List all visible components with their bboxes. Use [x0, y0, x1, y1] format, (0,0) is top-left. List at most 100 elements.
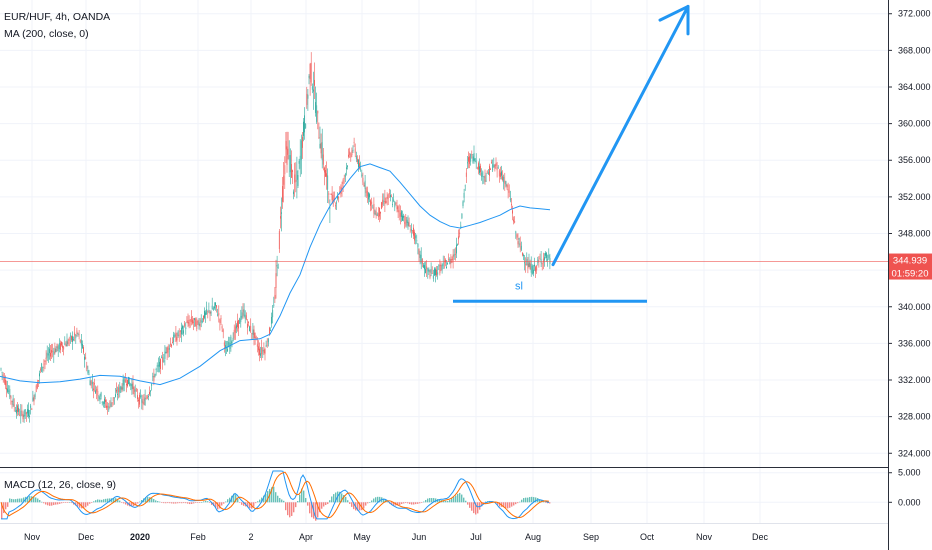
candle-body	[210, 312, 212, 314]
macd-histogram-bar	[17, 498, 19, 503]
candle-body	[154, 374, 156, 377]
candle-body	[404, 222, 406, 224]
candle-body	[465, 172, 467, 177]
price-axis[interactable]: 372.000 368.000 364.000 360.000 356.000 352.0…	[888, 9, 931, 459]
candle-body	[386, 197, 388, 199]
macd-histogram-bar	[503, 502, 505, 508]
candle-body	[344, 174, 346, 177]
candle-body	[236, 325, 237, 329]
candle-body	[288, 155, 290, 160]
macd-histogram-bar	[91, 502, 93, 503]
candle-body	[538, 260, 540, 262]
candle-body	[546, 252, 547, 258]
candle-body	[233, 329, 235, 339]
candle-body	[5, 379, 6, 386]
sl-annotation-label[interactable]: sl	[515, 280, 523, 292]
user-drawings[interactable]	[453, 4, 690, 303]
candle-body	[186, 321, 188, 323]
macd-histogram-bar	[453, 497, 455, 503]
candle-body	[533, 269, 534, 274]
macd-axis[interactable]: 5.000 0.000	[888, 468, 921, 508]
candle-body	[220, 318, 222, 320]
candle-body	[131, 383, 133, 390]
candle-body	[151, 383, 153, 386]
ma-legend[interactable]: MA (200, close, 0)	[4, 28, 89, 40]
candle-body	[451, 259, 453, 260]
macd-histogram-bar	[241, 502, 243, 505]
macd-histogram-bar	[55, 502, 57, 505]
macd-histogram-bar	[531, 496, 533, 503]
macd-histogram-bar	[329, 500, 331, 503]
macd-histogram-bar	[125, 502, 127, 505]
time-axis[interactable]: Nov Dec 2020 Feb 2 Apr May Jun Jul Aug Sep Oct Nov De…	[24, 532, 769, 542]
candle-body	[83, 347, 84, 353]
candle-body	[397, 206, 399, 212]
symbol-title[interactable]: EUR/HUF, 4h, OANDA	[4, 11, 110, 23]
candle-body	[353, 141, 355, 143]
macd-histogram-bar	[179, 502, 181, 504]
macd-histogram-bar	[331, 496, 333, 503]
candle-body	[234, 326, 236, 333]
candle-body	[40, 369, 41, 371]
candle-body	[183, 330, 184, 334]
candle-body	[432, 275, 434, 279]
candle-body	[230, 336, 232, 345]
macd-histogram-bar	[163, 502, 165, 504]
current-price-badge: 344.939 01:59:20	[889, 253, 932, 280]
macd-histogram-bar	[505, 502, 507, 509]
macd-histogram-bar	[77, 502, 79, 507]
candle-body	[225, 345, 226, 349]
candle-body	[171, 344, 172, 347]
macd-histogram-bar	[459, 492, 461, 503]
forecast-arrow-head	[658, 4, 690, 22]
candle-body	[321, 142, 323, 160]
candle-body	[269, 327, 270, 335]
candle-body	[241, 312, 243, 318]
candle-body	[294, 174, 296, 183]
macd-histogram-bar	[365, 502, 367, 506]
candle-body	[98, 396, 100, 399]
candle-body	[219, 319, 221, 324]
macd-histogram-bar	[167, 502, 169, 504]
macd-histogram-bar	[527, 497, 529, 503]
macd-histogram-bar	[157, 501, 159, 503]
candle-body	[392, 204, 393, 205]
macd-histogram-bar	[403, 502, 405, 504]
macd-histogram-bar	[205, 500, 207, 503]
price-tick-label: 328.000	[898, 412, 931, 422]
macd-histogram-bar	[19, 498, 21, 503]
candle-body	[45, 357, 47, 360]
macd-histogram-bar	[445, 500, 447, 503]
candle-body	[417, 243, 419, 248]
macd-legend[interactable]: MACD (12, 26, close, 9)	[4, 479, 116, 491]
candle-body	[369, 194, 370, 198]
candle-body	[528, 261, 530, 267]
candle-body	[135, 389, 137, 391]
candle-body	[534, 264, 535, 267]
forecast-arrow-shaft	[551, 4, 690, 267]
candle-body	[535, 267, 536, 272]
macd-histogram-bar	[47, 502, 49, 506]
candle-body	[501, 171, 502, 176]
candle-body	[361, 174, 363, 177]
macd-histogram-bar	[99, 499, 101, 503]
candle-body	[545, 252, 546, 256]
macd-histogram-bar	[533, 497, 535, 503]
candle-body	[228, 342, 230, 347]
macd-histogram-bar	[233, 493, 235, 503]
candle-body	[152, 376, 154, 378]
macd-histogram-bar	[169, 502, 171, 504]
candle-body	[208, 309, 210, 311]
candle-body	[161, 357, 162, 359]
candle-body	[33, 396, 35, 402]
macd-histogram-bar	[235, 494, 237, 503]
macd-histogram-bar	[159, 501, 161, 503]
candle-body	[165, 352, 167, 353]
candle-body	[434, 268, 435, 276]
macd-histogram-bar	[237, 498, 239, 503]
candle-body	[85, 357, 87, 360]
candle-body	[18, 407, 19, 412]
candle-body	[163, 360, 165, 362]
candle-body	[540, 259, 542, 263]
